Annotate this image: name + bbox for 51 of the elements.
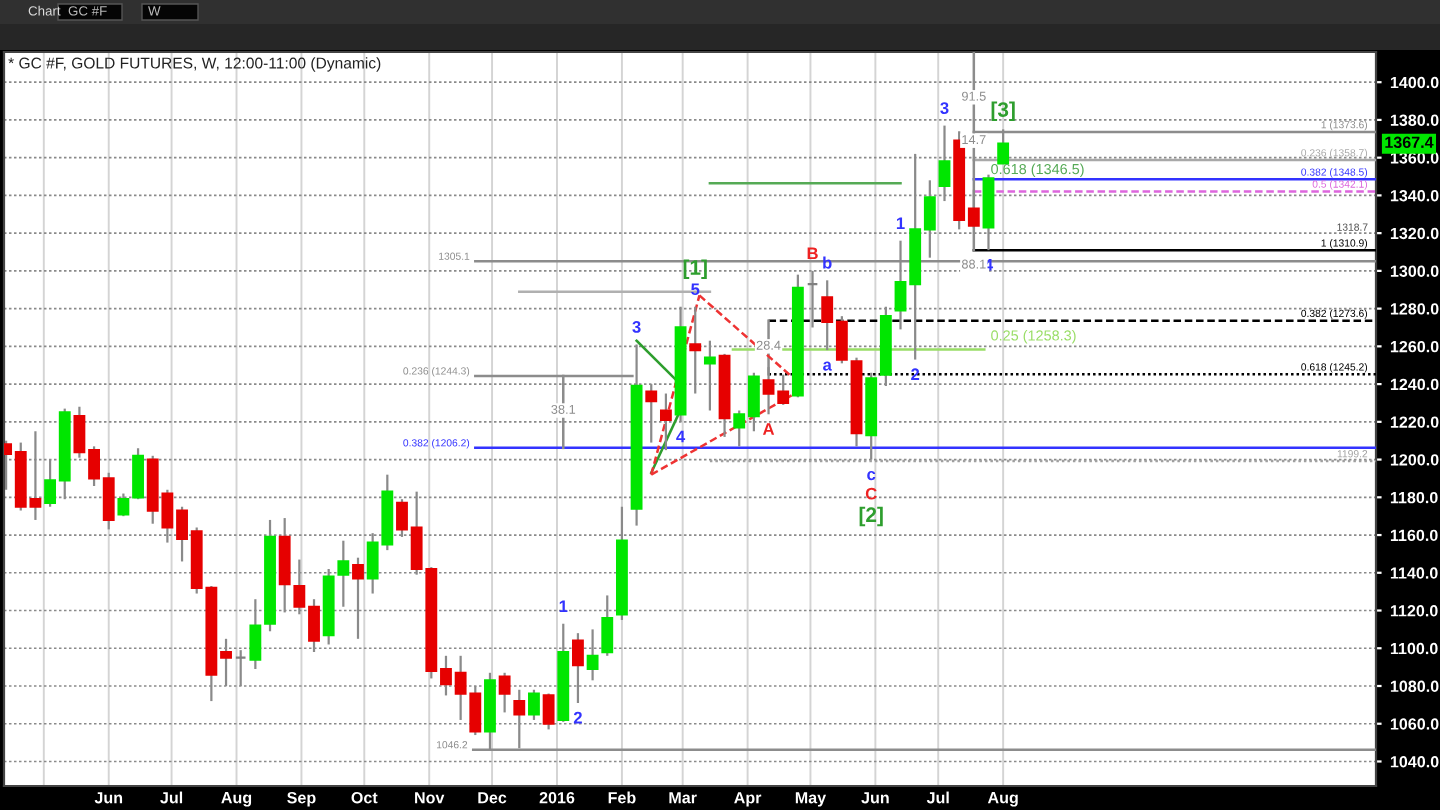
y-tick-label: 1180.0 — [1390, 491, 1438, 504]
x-tick-label: Nov — [415, 792, 445, 804]
annotation: [3] — [991, 101, 1015, 122]
y-tick-label: 1100.0 — [1390, 642, 1438, 655]
annotation: A — [762, 423, 775, 435]
x-tick-label: Feb — [608, 791, 636, 804]
annotation: 1 — [559, 600, 568, 612]
x-tick-label: May — [795, 792, 827, 807]
x-tick-label: Jul — [160, 791, 183, 804]
annotation: 4 — [676, 430, 686, 443]
y-tick-label: 1120.0 — [1390, 605, 1438, 617]
x-tick-label: Sep — [287, 791, 316, 807]
y-tick-label: 1240.0 — [1390, 378, 1439, 391]
annotation: [1] — [683, 259, 707, 279]
y-tick-label: 1140.0 — [1390, 567, 1438, 579]
y-tick-label: 1300.0 — [1390, 265, 1439, 277]
y-tick-label: 1400.0 — [1390, 76, 1439, 89]
annotation: 1367.4 — [1385, 136, 1434, 149]
x-tick-label: Aug — [221, 792, 252, 807]
y-tick-label: 1060.0 — [1390, 718, 1439, 730]
annotation: 3 — [632, 321, 641, 333]
annotation: a — [823, 361, 832, 371]
y-tick-label: 1040.0 — [1390, 756, 1439, 768]
x-tick-label: Jun — [861, 792, 889, 804]
y-tick-label: 1380.0 — [1390, 114, 1439, 126]
x-tick-label: Mar — [669, 792, 697, 804]
x-tick-label: Dec — [478, 792, 507, 804]
x-tick-label: Jun — [94, 792, 123, 804]
y-tick-label: 1280.0 — [1390, 303, 1439, 315]
x-tick-label: Aug — [987, 792, 1018, 807]
y-tick-label: 1260.0 — [1390, 340, 1439, 353]
x-tick-label: Apr — [734, 792, 762, 807]
y-tick-label: 1160.0 — [1390, 529, 1438, 542]
y-tick-label: 1320.0 — [1390, 227, 1439, 240]
x-tick-label: Oct — [351, 791, 378, 804]
annotation: b — [823, 256, 832, 269]
annotation: C — [865, 487, 877, 500]
annotation: c — [867, 471, 876, 481]
annotation: 2 — [573, 711, 582, 724]
y-tick-label: 1360.0 — [1390, 152, 1439, 164]
y-tick-label: 1340.0 — [1390, 189, 1439, 202]
y-tick-label: 1220.0 — [1390, 416, 1439, 428]
annotation: 1 — [896, 217, 905, 229]
x-tick-label: 2016 — [539, 791, 575, 804]
annotation: B — [807, 247, 818, 260]
annotation: 3 — [940, 102, 949, 114]
y-tick-label: 1200.0 — [1390, 454, 1439, 466]
y-tick-label: 1080.0 — [1390, 680, 1439, 692]
annotation: 5 — [691, 283, 700, 296]
x-tick-label: Jul — [926, 791, 949, 804]
annotation: [2] — [859, 506, 883, 527]
